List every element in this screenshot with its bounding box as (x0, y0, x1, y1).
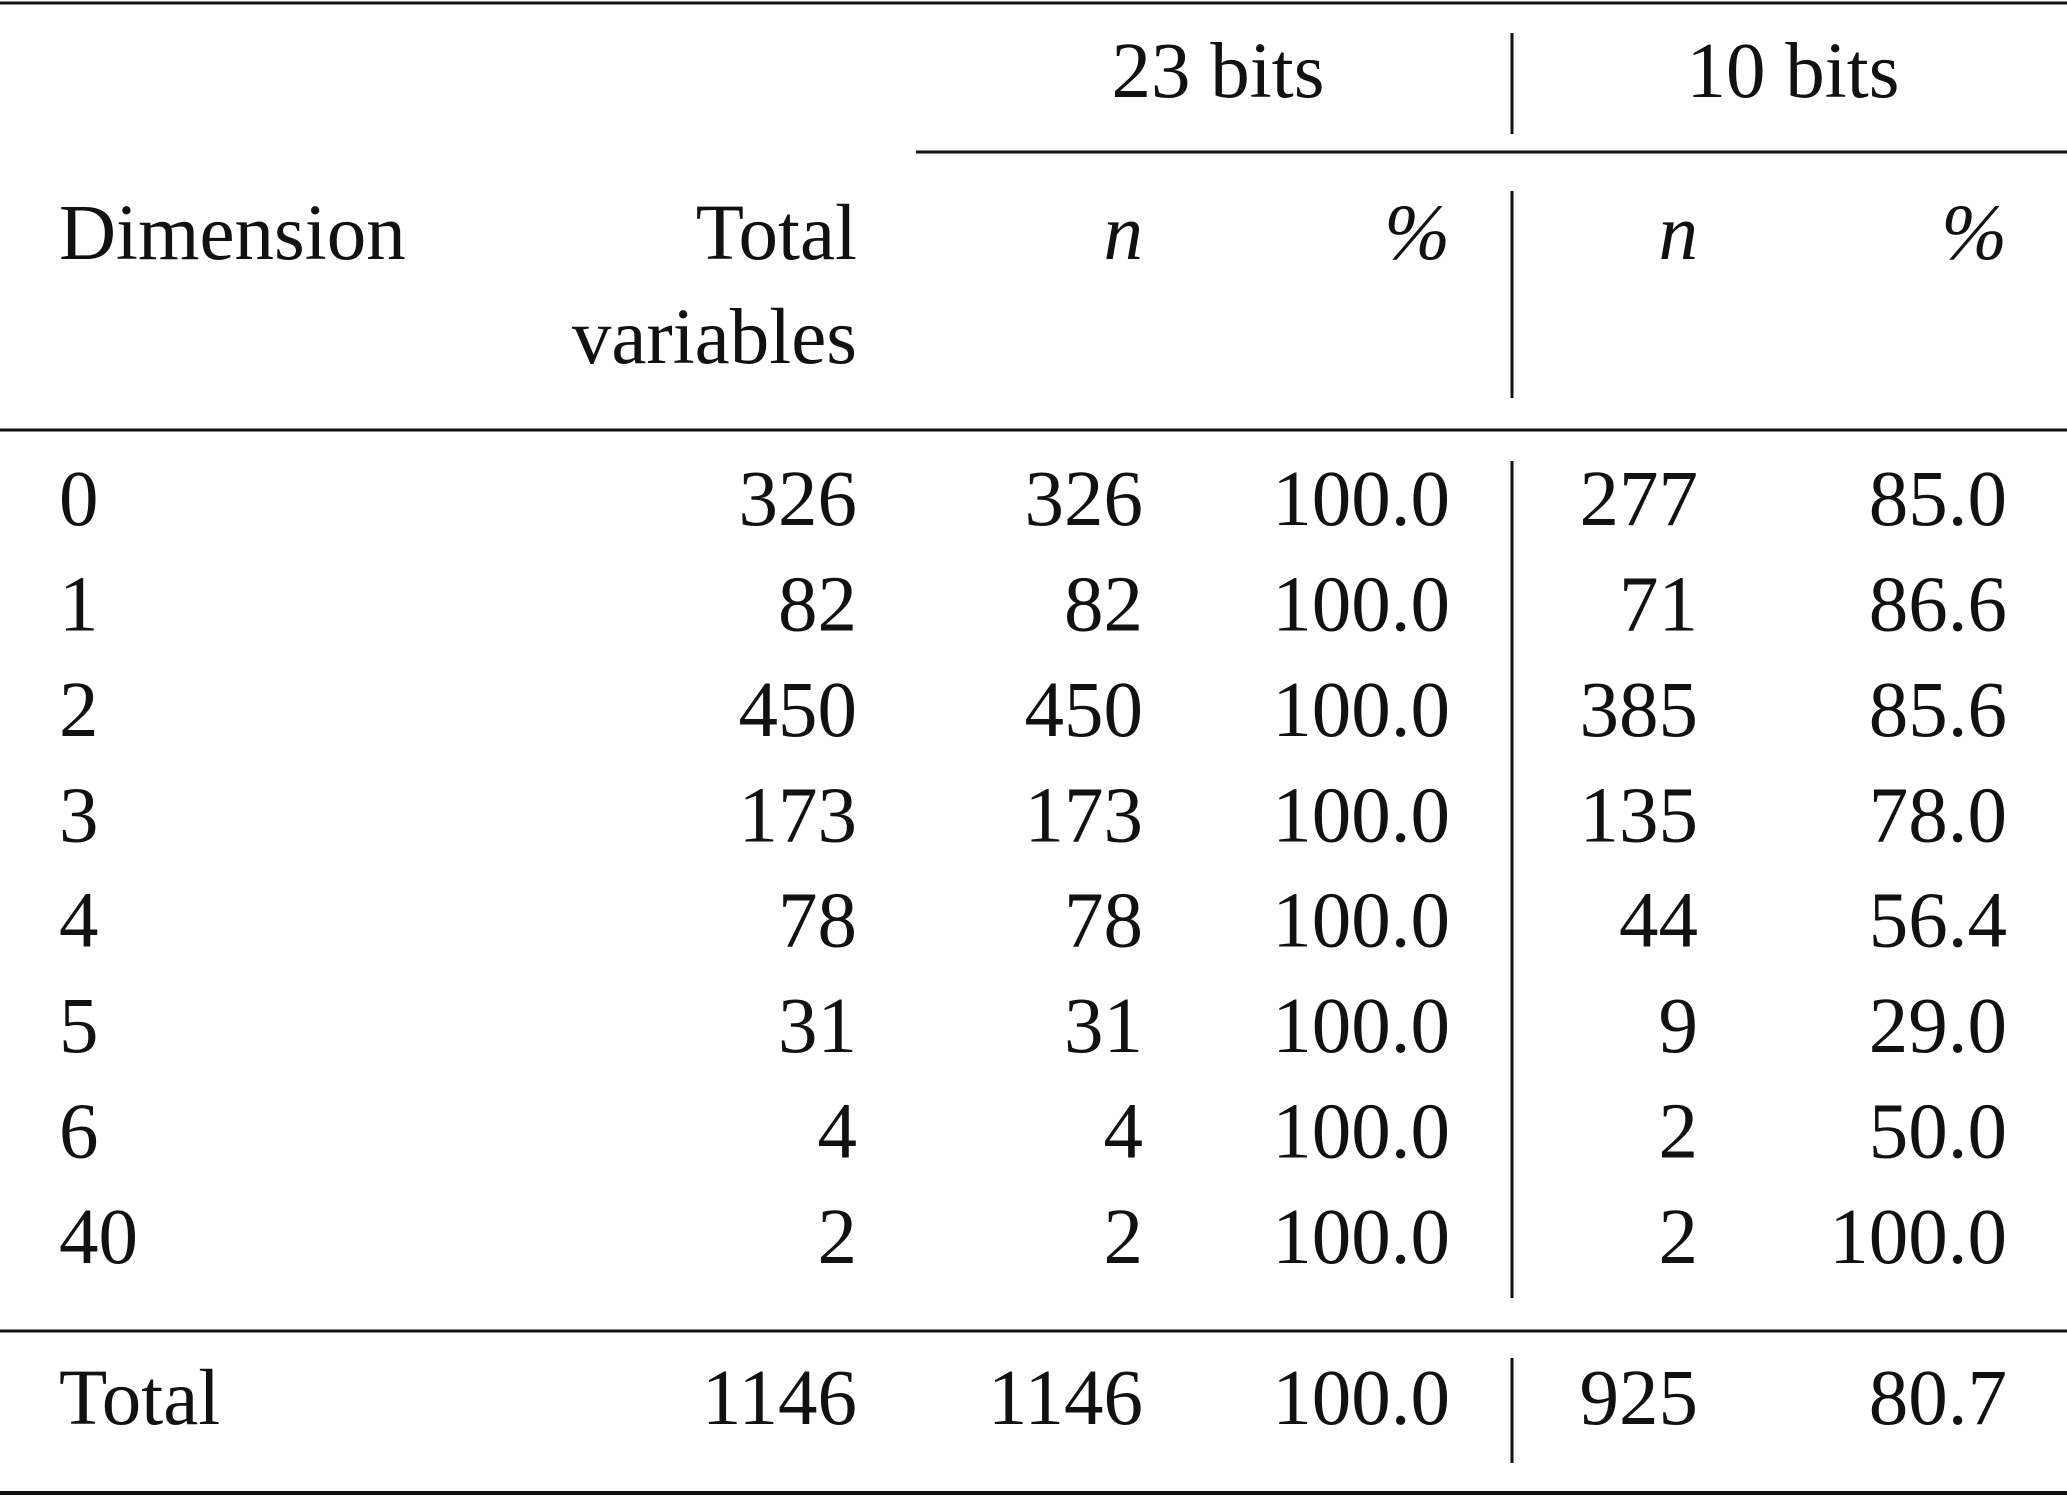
cell: 6 (59, 1089, 99, 1176)
cell: 135 (1580, 772, 1699, 859)
cell: 78 (1064, 878, 1143, 965)
column-header: n (1659, 190, 1699, 277)
cell: 173 (1025, 772, 1144, 859)
column-header: Dimension (59, 190, 406, 277)
column-header: % (1384, 190, 1450, 277)
group-header: 10 bits (1687, 28, 1900, 115)
cell: 100.0 (1272, 1089, 1450, 1176)
group-header: 23 bits (1112, 28, 1325, 115)
total-cell: 925 (1580, 1355, 1699, 1442)
cell: 3 (59, 772, 99, 859)
cell: 82 (778, 562, 857, 649)
cell: 5 (59, 983, 99, 1070)
total-cell: 100.0 (1272, 1355, 1450, 1442)
cell: 2 (1104, 1194, 1144, 1281)
cell: 4 (818, 1089, 858, 1176)
cell: 31 (778, 983, 857, 1070)
cell: 2 (1659, 1194, 1699, 1281)
cell: 56.4 (1869, 878, 2007, 965)
column-header: % (1941, 190, 2007, 277)
cell: 450 (1025, 667, 1144, 754)
total-cell: 1146 (702, 1355, 857, 1442)
cell: 85.0 (1869, 456, 2007, 543)
cell: 4 (1104, 1089, 1144, 1176)
cell: 100.0 (1272, 1194, 1450, 1281)
cell: 277 (1580, 456, 1699, 543)
cell: 100.0 (1829, 1194, 2007, 1281)
cell: 2 (818, 1194, 858, 1281)
cell: 40 (59, 1194, 138, 1281)
column-header: variables (572, 294, 857, 381)
cell: 100.0 (1272, 667, 1450, 754)
cell: 1 (59, 562, 99, 649)
cell: 4 (59, 878, 99, 965)
cell: 2 (1659, 1089, 1699, 1176)
cell: 78 (778, 878, 857, 965)
cell: 9 (1659, 983, 1699, 1070)
cell: 2 (59, 667, 99, 754)
total-cell: 80.7 (1869, 1355, 2007, 1442)
cell: 173 (739, 772, 858, 859)
cell: 326 (1025, 456, 1144, 543)
column-header: n (1104, 190, 1144, 277)
cell: 0 (59, 456, 99, 543)
cell: 44 (1619, 878, 1698, 965)
cell: 100.0 (1272, 772, 1450, 859)
cell: 31 (1064, 983, 1143, 1070)
cell: 100.0 (1272, 562, 1450, 649)
total-cell: Total (59, 1355, 220, 1442)
cell: 100.0 (1272, 456, 1450, 543)
cell: 50.0 (1869, 1089, 2007, 1176)
column-header: Total (696, 190, 857, 277)
cell: 85.6 (1869, 667, 2007, 754)
cell: 82 (1064, 562, 1143, 649)
cell: 71 (1619, 562, 1698, 649)
cell: 86.6 (1869, 562, 2007, 649)
cell: 78.0 (1869, 772, 2007, 859)
cell: 100.0 (1272, 983, 1450, 1070)
total-cell: 1146 (988, 1355, 1143, 1442)
cell: 100.0 (1272, 878, 1450, 965)
cell: 29.0 (1869, 983, 2007, 1070)
cell: 450 (739, 667, 858, 754)
cell: 385 (1580, 667, 1699, 754)
cell: 326 (739, 456, 858, 543)
